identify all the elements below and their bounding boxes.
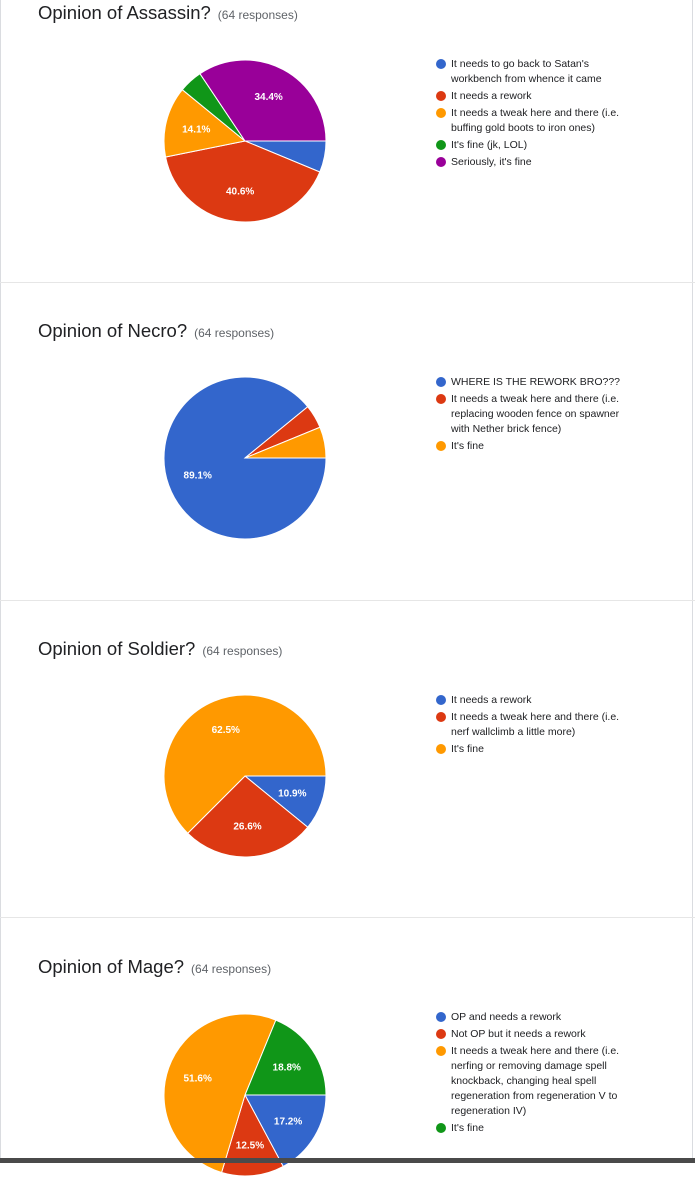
pie-slice <box>244 1019 327 1096</box>
section-divider <box>0 282 695 283</box>
response-count: (64 responses) <box>194 326 275 340</box>
chart-card-soldier <box>0 601 693 918</box>
question-title: Opinion of Assassin? <box>38 2 211 23</box>
legend-item: It's fine <box>436 742 636 757</box>
pie-slice <box>163 694 327 834</box>
pie-slice <box>163 88 247 158</box>
legend-label: It needs a tweak here and there (i.e. bu… <box>451 107 620 134</box>
legend-swatch <box>436 140 446 150</box>
slice-data-label: 14.1% <box>182 124 210 135</box>
legend-mage: OP and needs a rework Not OP but it need… <box>436 1010 636 1138</box>
response-count: (64 responses) <box>191 962 272 976</box>
pie-chart-soldier: 10.9% 26.6% 62.5% <box>163 694 327 858</box>
slice-data-label: 12.5% <box>236 1140 264 1151</box>
legend-swatch <box>436 441 446 451</box>
legend-label: It needs to go back to Satan's workbench… <box>451 58 602 85</box>
legend-label: It's fine <box>451 440 484 452</box>
legend-label: OP and needs a rework <box>451 1011 562 1023</box>
question-title: Opinion of Necro? <box>38 320 188 341</box>
chart-title: Opinion of Mage? (64 responses) <box>38 956 271 978</box>
slice-data-label: 17.2% <box>274 1116 302 1127</box>
slice-data-label: 10.9% <box>278 788 306 799</box>
window-bottom-edge <box>0 1158 695 1163</box>
legend-label: It's fine <box>451 1122 484 1134</box>
pie-chart-mage: 17.2% 12.5% 51.6% 18.8% <box>163 1013 327 1177</box>
chart-card-necro <box>0 283 693 600</box>
legend-swatch <box>436 377 446 387</box>
section-divider <box>0 917 695 918</box>
pie-chart-assassin: 40.6% 14.1% 34.4% <box>163 59 327 223</box>
legend-label: WHERE IS THE REWORK BRO??? <box>451 376 621 388</box>
legend-label: It's fine (jk, LOL) <box>451 139 528 151</box>
legend-swatch <box>436 1046 446 1056</box>
legend-item: It's fine (jk, LOL) <box>436 138 636 153</box>
legend-item: It needs a tweak here and there (i.e. ne… <box>436 1044 636 1119</box>
legend-swatch <box>436 157 446 167</box>
legend-item: It needs to go back to Satan's workbench… <box>436 57 636 87</box>
legend-item: WHERE IS THE REWORK BRO??? <box>436 375 636 390</box>
legend-item: Seriously, it's fine <box>436 155 636 170</box>
question-title: Opinion of Soldier? <box>38 638 196 659</box>
legend-label: It needs a tweak here and there (i.e. re… <box>451 393 620 435</box>
legend-item: It's fine <box>436 1121 636 1136</box>
legend-item: OP and needs a rework <box>436 1010 636 1025</box>
legend-swatch <box>436 91 446 101</box>
question-title: Opinion of Mage? <box>38 956 185 977</box>
slice-data-label: 51.6% <box>184 1074 212 1085</box>
slice-data-label: 89.1% <box>184 470 212 481</box>
legend-swatch <box>436 712 446 722</box>
legend-item: It needs a rework <box>436 693 636 708</box>
slice-data-label: 18.8% <box>273 1063 301 1074</box>
legend-item: It needs a tweak here and there (i.e. re… <box>436 392 636 437</box>
pie-slice <box>244 426 327 459</box>
legend-label: It needs a tweak here and there (i.e. ne… <box>451 1045 620 1117</box>
chart-title: Opinion of Soldier? (64 responses) <box>38 638 282 660</box>
legend-label: It needs a rework <box>451 90 532 102</box>
slice-data-label: 40.6% <box>226 186 254 197</box>
legend-label: It needs a rework <box>451 694 532 706</box>
legend-assassin: It needs to go back to Satan's workbench… <box>436 57 636 172</box>
legend-swatch <box>436 1123 446 1133</box>
legend-swatch <box>436 695 446 705</box>
legend-swatch <box>436 59 446 69</box>
legend-item: It needs a rework <box>436 89 636 104</box>
legend-label: It needs a tweak here and there (i.e. ne… <box>451 711 620 738</box>
response-count: (64 responses) <box>217 8 298 22</box>
legend-item: It needs a tweak here and there (i.e. bu… <box>436 106 636 136</box>
legend-swatch <box>436 1012 446 1022</box>
slice-data-label: 34.4% <box>254 92 282 103</box>
legend-item: Not OP but it needs a rework <box>436 1027 636 1042</box>
legend-swatch <box>436 1029 446 1039</box>
pie-slice <box>187 775 309 858</box>
section-divider <box>0 600 695 601</box>
pie-slice <box>199 59 327 142</box>
response-count: (64 responses) <box>202 644 283 658</box>
pie-chart-necro: 89.1% <box>163 376 327 540</box>
legend-label: Not OP but it needs a rework <box>451 1028 586 1040</box>
legend-swatch <box>436 744 446 754</box>
legend-item: It needs a tweak here and there (i.e. ne… <box>436 710 636 740</box>
legend-label: Seriously, it's fine <box>451 156 532 168</box>
slice-data-label: 62.5% <box>212 725 240 736</box>
chart-title: Opinion of Necro? (64 responses) <box>38 320 274 342</box>
legend-item: It's fine <box>436 439 636 454</box>
slice-data-label: 26.6% <box>233 822 261 833</box>
chart-title: Opinion of Assassin? (64 responses) <box>38 2 298 24</box>
legend-label: It's fine <box>451 743 484 755</box>
legend-soldier: It needs a rework It needs a tweak here … <box>436 693 636 759</box>
legend-necro: WHERE IS THE REWORK BRO??? It needs a tw… <box>436 375 636 456</box>
chart-card-assassin <box>0 0 693 282</box>
chart-card-mage <box>0 918 693 1158</box>
pie-slice <box>163 1013 277 1174</box>
legend-swatch <box>436 108 446 118</box>
legend-swatch <box>436 394 446 404</box>
pie-slice <box>165 140 321 223</box>
